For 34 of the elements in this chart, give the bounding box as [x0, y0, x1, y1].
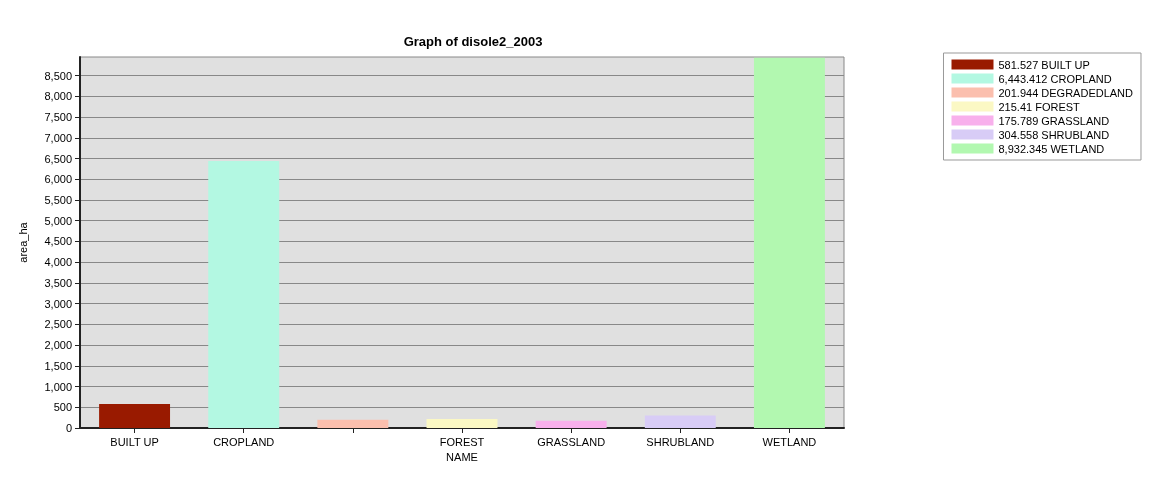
y-tick-label: 8,000: [44, 90, 72, 103]
y-tick-label: 6,500: [44, 152, 72, 165]
y-tick-label: 3,500: [44, 276, 72, 289]
y-tick-label: 5,500: [44, 194, 72, 207]
y-tick-label: 2,500: [44, 318, 72, 331]
y-tick-label: 4,000: [44, 256, 72, 269]
legend-label: 581.527 BUILT UP: [998, 58, 1090, 71]
y-tick-label: 4,500: [44, 235, 72, 248]
legend-label: 8,932.345 WETLAND: [998, 142, 1105, 155]
legend-label: 215.41 FOREST: [998, 100, 1081, 113]
y-tick-label: 0: [65, 422, 72, 434]
y-tick-label: 6,000: [44, 173, 72, 186]
x-tick-label: SHRUBLAND: [646, 435, 715, 448]
legend-label: 201.944 DEGRADEDLAND: [998, 86, 1134, 99]
x-tick-label: FOREST: [439, 435, 485, 448]
y-tick-label: 8,500: [44, 69, 72, 82]
x-tick-label: WETLAND: [762, 435, 817, 448]
x-axis-title: NAME: [446, 451, 478, 464]
y-tick-label: 7,500: [44, 111, 72, 124]
legend-label: 304.558 SHRUBLAND: [998, 128, 1110, 141]
chart-title: Graph of disole2_2003: [403, 34, 543, 49]
x-tick-label: CROPLAND: [213, 435, 275, 448]
x-tick-label: GRASSLAND: [537, 435, 606, 448]
y-axis-title: area_ha: [16, 221, 29, 263]
legend-label: 175.789 GRASSLAND: [998, 114, 1110, 127]
y-tick-label: 1,000: [44, 380, 72, 393]
x-tick-label: BUILT UP: [110, 435, 159, 448]
y-tick-label: 1,500: [44, 359, 72, 372]
y-tick-label: 500: [53, 401, 72, 414]
y-tick-label: 3,000: [44, 297, 72, 310]
y-tick-label: 5,000: [44, 214, 72, 227]
y-tick-label: 2,000: [44, 339, 72, 352]
legend-label: 6,443.412 CROPLAND: [998, 72, 1112, 85]
y-tick-label: 7,000: [44, 131, 72, 144]
